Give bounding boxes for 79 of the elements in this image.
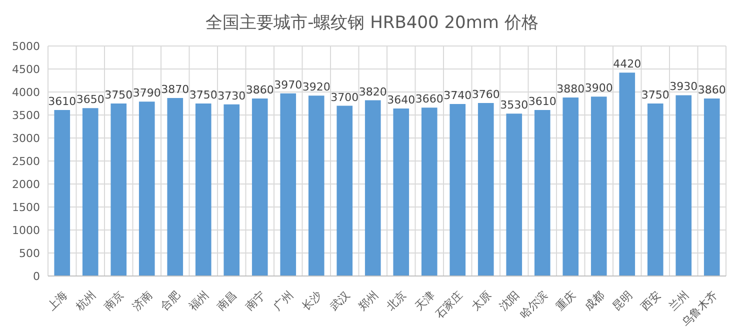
bar [308, 96, 324, 276]
y-tick-label: 1500 [12, 200, 40, 214]
data-label: 3920 [302, 80, 330, 94]
data-label: 3760 [472, 88, 500, 102]
bar [619, 72, 636, 276]
bar [506, 114, 522, 276]
y-tick-label: 0 [33, 270, 40, 283]
x-tick-label: 长沙 [299, 288, 324, 314]
bar [364, 100, 381, 276]
data-label: 3900 [584, 82, 613, 95]
data-label: 3750 [189, 88, 218, 102]
data-label: 3660 [415, 92, 444, 106]
x-tick-label: 北京 [384, 288, 409, 314]
data-label: 3820 [358, 85, 387, 98]
bar [676, 95, 692, 276]
x-tick-label: 武汉 [328, 288, 352, 314]
x-tick-label: 杭州 [72, 288, 98, 314]
data-label: 3700 [330, 90, 359, 104]
bar [280, 93, 296, 276]
chart-title: 全国主要城市-螺纹钢 HRB400 20mm 价格 [204, 12, 540, 35]
data-label: 3750 [641, 88, 670, 102]
bar [562, 98, 579, 276]
bar [478, 103, 494, 276]
bar [82, 108, 98, 276]
bar [704, 98, 720, 276]
y-tick-label: 500 [19, 246, 40, 260]
y-tick-label: 3000 [12, 132, 40, 145]
data-label: 3730 [218, 89, 246, 102]
data-label: 3970 [274, 78, 302, 92]
data-label: 3610 [48, 94, 76, 108]
bar [393, 108, 410, 276]
x-tick-label: 南宁 [242, 288, 268, 314]
x-tick-label: 福州 [186, 288, 212, 314]
y-tick-label: 1000 [12, 224, 40, 237]
x-tick-label: 济南 [130, 288, 155, 314]
x-tick-label: 广州 [271, 288, 296, 314]
data-label: 4420 [613, 58, 642, 71]
data-label: 3860 [698, 83, 726, 96]
data-label: 3790 [132, 86, 161, 100]
x-tick-label: 太原 [468, 288, 494, 314]
data-label: 3530 [500, 98, 528, 112]
data-label: 3740 [444, 88, 472, 102]
x-tick-label: 南昌 [214, 288, 240, 314]
y-tick-label: 2000 [12, 178, 40, 191]
x-tick-label: 上海 [45, 288, 70, 314]
x-tick-label: 兰州 [666, 288, 692, 314]
x-tick-label: 成都 [582, 288, 607, 314]
bar [110, 104, 127, 276]
y-tick-label: 5000 [12, 40, 40, 53]
data-label: 3880 [556, 82, 585, 96]
bar [421, 108, 438, 276]
x-tick-label: 重庆 [554, 288, 578, 314]
bar [138, 102, 155, 276]
bar [336, 106, 353, 276]
y-tick-label: 4000 [12, 86, 40, 99]
data-label: 3610 [528, 94, 556, 108]
y-tick-label: 3500 [12, 108, 40, 122]
bar [195, 104, 212, 276]
data-label: 3870 [161, 82, 190, 96]
bar [167, 98, 184, 276]
x-tick-label: 合肥 [158, 288, 183, 314]
bar [450, 104, 466, 276]
y-tick-label: 4500 [12, 62, 40, 76]
bar [534, 110, 550, 276]
y-tick-label: 2500 [12, 154, 40, 168]
data-label: 3640 [387, 94, 416, 107]
bar [590, 96, 607, 276]
x-tick-label: 西安 [638, 288, 664, 314]
bar [252, 98, 268, 276]
bar [54, 110, 70, 276]
x-tick-label: 南京 [102, 288, 126, 314]
x-tick-label: 郑州 [356, 288, 381, 314]
bar [647, 104, 664, 276]
data-label: 3930 [670, 80, 698, 94]
bar [224, 104, 240, 276]
x-tick-label: 昆明 [610, 288, 635, 314]
data-label: 3860 [246, 83, 274, 96]
data-label: 3650 [76, 93, 104, 106]
data-label: 3750 [104, 88, 133, 102]
